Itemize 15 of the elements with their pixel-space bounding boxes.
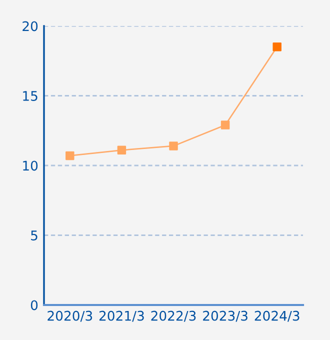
point [220, 120, 230, 130]
x-tick-label: 2022/3 [151, 310, 196, 322]
x-tick-label: 2021/3 [99, 310, 144, 322]
y-tick-label: 0 [30, 300, 38, 310]
point [66, 151, 74, 160]
x-tick-label: 2023/3 [203, 310, 248, 322]
point [272, 42, 282, 52]
y-tick-label: 20 [22, 21, 38, 32]
point [169, 142, 178, 150]
y-tick-label: 10 [23, 160, 38, 171]
y-tick-label: 5 [31, 230, 38, 240]
x-tick-label: 2024/3 [254, 310, 300, 322]
y-tick-label: 15 [23, 91, 38, 101]
point [117, 146, 126, 155]
x-tick-label: 2020/3 [48, 310, 92, 322]
